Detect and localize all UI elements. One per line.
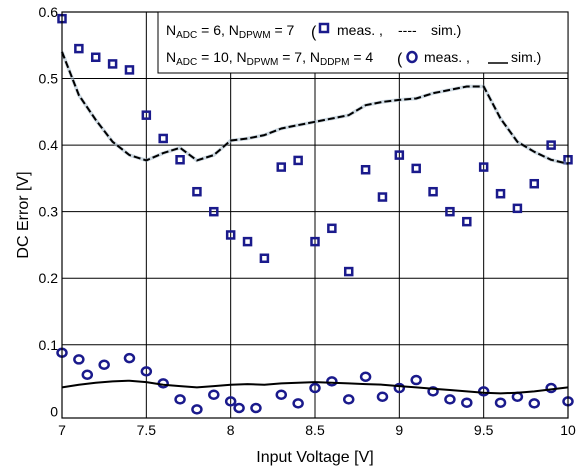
circle-marker	[410, 374, 422, 386]
legend-row2-meas: meas. ,	[424, 49, 470, 65]
legend-row1-meas: meas. ,	[337, 22, 383, 38]
square-marker	[225, 230, 236, 240]
legend-row2-open-paren: (	[397, 51, 403, 68]
circle-marker	[73, 354, 85, 365]
square-marker	[462, 216, 472, 227]
square-marker	[192, 186, 202, 197]
square-marker	[107, 59, 118, 69]
square-marker	[327, 223, 337, 234]
circle-marker	[342, 394, 355, 405]
square-marker	[529, 178, 540, 189]
legend-row1-dashes: ----	[398, 22, 417, 38]
circle-marker	[275, 389, 288, 400]
circle-marker	[191, 404, 203, 415]
square-marker	[512, 203, 523, 214]
circle-marker	[309, 382, 321, 394]
square-marker	[394, 150, 405, 160]
y-tick-label: 0.1	[39, 337, 59, 353]
series-1	[56, 347, 574, 415]
square-marker	[310, 236, 320, 247]
series-3	[61, 379, 569, 395]
circle-marker	[461, 397, 473, 408]
series-line	[61, 51, 569, 165]
y-tick-label: 0.5	[39, 71, 59, 87]
square-marker	[428, 186, 438, 197]
x-tick-label: 8.5	[305, 422, 325, 438]
circle-marker	[81, 369, 94, 380]
square-marker	[141, 110, 152, 120]
legend: NADC = 6, NDPWM = 7 ( meas. , ---- sim.)…	[157, 11, 569, 74]
y-tick-label: 0.6	[39, 4, 59, 20]
legend-box	[157, 11, 569, 74]
square-marker	[377, 192, 388, 202]
x-tick-label: 9.5	[474, 422, 494, 438]
circle-marker	[208, 389, 220, 400]
legend-row2-sim: sim.)	[511, 49, 541, 65]
circle-marker	[393, 382, 406, 394]
circle-marker	[359, 371, 372, 382]
series-line	[61, 379, 569, 395]
plot-series	[56, 13, 574, 415]
y-axis-title: DC Error [V]	[15, 171, 32, 258]
legend-square-marker	[318, 22, 330, 34]
circle-marker	[224, 396, 237, 407]
x-tick-label: 10	[560, 422, 576, 438]
x-tick-label: 9	[395, 422, 403, 438]
square-marker	[209, 206, 219, 217]
circle-marker	[250, 402, 262, 414]
y-tick-label: 0.3	[39, 204, 59, 220]
y-tick-label: 0	[50, 403, 58, 419]
legend-row1-open-paren: (	[311, 24, 317, 41]
square-marker	[74, 43, 84, 54]
y-tick-label: 0.2	[39, 270, 59, 286]
square-marker	[90, 52, 101, 63]
x-tick-label: 7	[58, 422, 66, 438]
legend-row2-label: NADC = 10, NDPWM = 7, NDDPM = 4	[166, 49, 373, 68]
y-tick-label: 0.4	[39, 137, 59, 153]
square-marker	[259, 253, 270, 264]
square-marker	[495, 188, 506, 199]
legend-row1-sim: sim.)	[431, 22, 461, 38]
circle-marker	[123, 352, 136, 364]
circle-marker	[326, 376, 338, 387]
square-marker	[478, 162, 489, 172]
circle-marker	[444, 394, 456, 405]
circle-marker	[98, 359, 110, 371]
circle-marker	[174, 394, 186, 405]
circle-marker	[494, 397, 507, 408]
x-tick-label: 8	[227, 422, 235, 438]
square-marker	[411, 163, 421, 174]
circle-marker	[376, 391, 389, 402]
y-tick-labels: 0 0.1 0.2 0.3 0.4 0.5 0.6	[39, 4, 59, 419]
circle-marker	[528, 398, 541, 409]
square-marker	[546, 140, 556, 150]
square-marker	[124, 65, 135, 75]
circle-marker	[140, 366, 153, 377]
square-marker	[158, 133, 168, 144]
circle-marker	[292, 398, 304, 409]
legend-row1-label: NADC = 6, NDPWM = 7	[166, 22, 295, 41]
square-marker	[242, 236, 253, 247]
square-marker	[360, 164, 371, 175]
x-axis-title: Input Voltage [V]	[256, 449, 373, 466]
square-marker	[175, 155, 185, 165]
legend-circle-marker	[406, 50, 418, 64]
circle-marker	[233, 402, 245, 414]
square-marker	[343, 266, 354, 277]
square-marker	[445, 206, 455, 217]
square-marker	[276, 162, 287, 172]
circle-marker	[511, 391, 524, 402]
circle-marker	[427, 386, 439, 397]
x-tick-labels: 7 7.5 8 8.5 9 9.5 10	[58, 422, 576, 438]
x-tick-label: 7.5	[137, 422, 157, 438]
square-marker	[293, 155, 303, 166]
series-2	[60, 51, 569, 166]
grid-lines	[62, 12, 568, 418]
